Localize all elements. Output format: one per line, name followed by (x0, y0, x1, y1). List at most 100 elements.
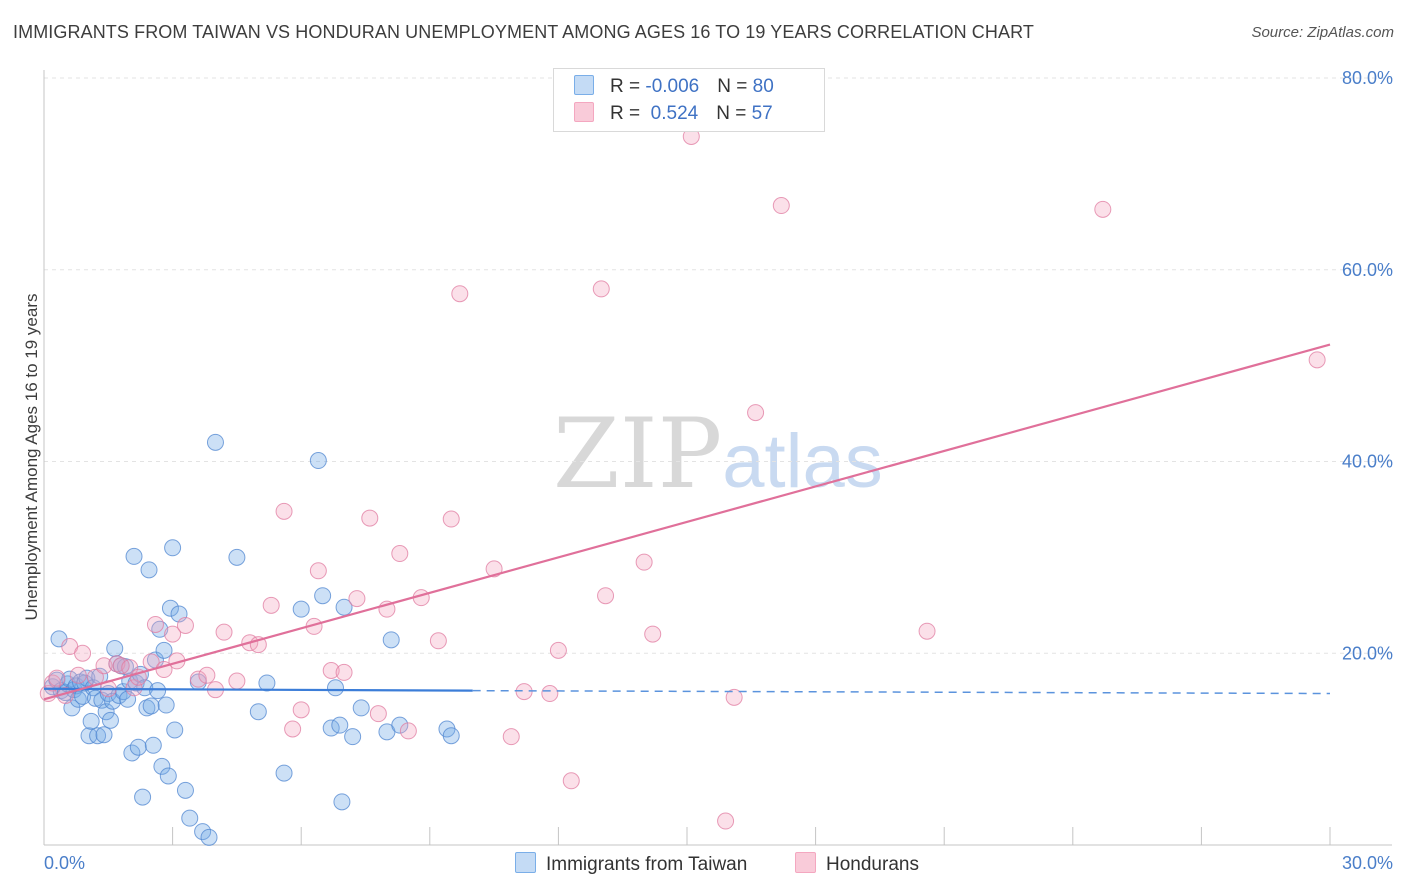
data-point-honduran (48, 669, 66, 687)
data-point-taiwan (249, 703, 267, 721)
trend-lines (43, 343, 1331, 701)
y-tick-label: 60.0% (1342, 260, 1393, 280)
data-point-honduran (189, 670, 207, 688)
data-point-honduran (549, 641, 567, 659)
y-tick-label: 40.0% (1342, 452, 1393, 472)
data-point-honduran (74, 644, 92, 662)
data-point-taiwan (123, 744, 141, 762)
data-point-honduran (1308, 351, 1326, 369)
data-point-taiwan (314, 587, 332, 605)
data-point-taiwan (275, 764, 293, 782)
data-point-taiwan (166, 721, 184, 739)
legend-r-value-taiwan: -0.006 (645, 76, 700, 97)
data-point-taiwan (134, 788, 152, 806)
data-point-taiwan (181, 809, 199, 827)
data-point-taiwan (333, 793, 351, 811)
bottom-legend-swatch-taiwan (515, 852, 536, 873)
data-point-taiwan (153, 757, 171, 775)
watermark: ZIPatlas (553, 398, 883, 510)
legend-swatch-honduran (574, 102, 594, 122)
legend-row-honduran: R = 0.524 N = 57 (574, 102, 773, 126)
data-point-honduran (918, 622, 936, 640)
data-point-taiwan (335, 598, 353, 616)
data-point-taiwan (326, 679, 344, 697)
data-point-taiwan (149, 682, 167, 700)
data-point-honduran (284, 720, 302, 738)
x-tick-marks (172, 827, 1331, 845)
data-point-taiwan (144, 736, 162, 754)
data-point-honduran (309, 562, 327, 580)
data-point-taiwan (309, 452, 327, 470)
legend-r-label-taiwan: R = (610, 76, 646, 97)
data-point-honduran (176, 616, 194, 634)
y-tick-label: 80.0% (1342, 68, 1393, 88)
data-point-taiwan (106, 639, 124, 657)
data-point-honduran (717, 812, 735, 830)
data-point-honduran (125, 679, 143, 697)
data-point-taiwan (101, 711, 119, 729)
bottom-legend-label-taiwan: Immigrants from Taiwan (546, 854, 748, 875)
data-point-honduran (429, 632, 447, 650)
data-point-honduran (1094, 200, 1112, 218)
legend-r-value-honduran: 0.524 (645, 103, 699, 124)
data-point-honduran (164, 625, 182, 643)
y-axis-label: Unemployment Among Ages 16 to 19 years (22, 294, 41, 621)
legend-n-value-honduran: 57 (751, 103, 773, 124)
data-point-honduran (335, 663, 353, 681)
grid-lines (44, 77, 1392, 654)
legend-box: R = -0.006 N = 80 R = 0.524 N = 57 (553, 68, 825, 132)
data-point-taiwan (80, 727, 98, 745)
data-point-taiwan (331, 716, 349, 734)
data-point-taiwan (161, 599, 179, 617)
data-point-honduran (541, 685, 559, 703)
data-point-honduran (112, 657, 130, 675)
bottom-legend-swatch-honduran (795, 852, 816, 873)
data-point-honduran (391, 545, 409, 563)
data-point-taiwan (344, 728, 362, 746)
trend-line-taiwan-extension (472, 689, 1331, 695)
data-point-honduran (292, 701, 310, 719)
data-point-honduran (644, 625, 662, 643)
series-taiwan-points (44, 433, 460, 846)
x-tick-label: 0.0% (44, 853, 85, 873)
data-point-honduran (275, 502, 293, 520)
data-point-honduran (451, 285, 469, 303)
data-point-taiwan (228, 548, 246, 566)
data-point-taiwan (89, 727, 107, 745)
data-point-taiwan (352, 699, 370, 717)
data-point-taiwan (159, 767, 177, 785)
data-point-taiwan (292, 600, 310, 618)
data-point-honduran (562, 772, 580, 790)
data-point-honduran (747, 404, 765, 422)
legend-r-label-honduran: R = (610, 103, 646, 124)
legend-swatch-taiwan (574, 75, 594, 95)
data-point-honduran (228, 672, 246, 690)
bottom-legend-honduran: Hondurans (795, 852, 919, 876)
data-point-taiwan (382, 631, 400, 649)
data-point-taiwan (194, 823, 212, 841)
data-point-honduran (635, 553, 653, 571)
data-point-taiwan (157, 696, 175, 714)
data-point-taiwan (258, 674, 276, 692)
data-point-taiwan (129, 738, 147, 756)
data-point-taiwan (391, 716, 409, 734)
chart-title: IMMIGRANTS FROM TAIWAN VS HONDURAN UNEMP… (13, 22, 1034, 42)
data-point-honduran (262, 596, 280, 614)
data-point-taiwan (164, 539, 182, 557)
data-point-taiwan (442, 727, 460, 745)
legend-n-label-taiwan: N = (717, 76, 753, 97)
data-point-honduran (399, 722, 417, 740)
data-point-taiwan (138, 699, 156, 717)
data-point-honduran (361, 509, 379, 527)
data-point-taiwan (140, 561, 158, 579)
data-point-honduran (442, 510, 460, 528)
data-point-taiwan (125, 547, 143, 565)
data-point-honduran (369, 705, 387, 723)
data-point-taiwan (86, 689, 104, 707)
data-point-taiwan (82, 712, 100, 730)
data-point-honduran (515, 683, 533, 701)
data-point-taiwan (155, 641, 173, 659)
data-point-honduran (95, 657, 113, 675)
data-point-honduran (502, 728, 520, 746)
